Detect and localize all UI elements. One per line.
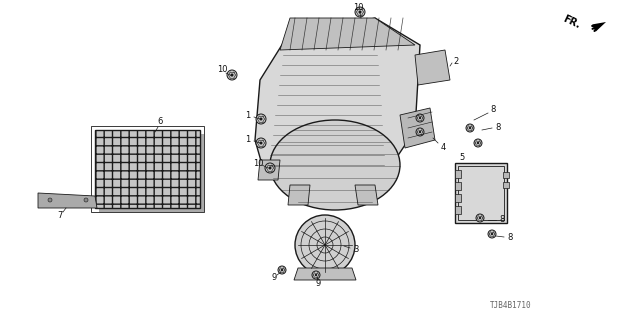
Circle shape bbox=[295, 215, 355, 275]
Text: FR.: FR. bbox=[561, 14, 582, 30]
Circle shape bbox=[477, 142, 479, 144]
Bar bbox=[99, 134, 204, 212]
Circle shape bbox=[468, 127, 471, 129]
Bar bbox=[503, 182, 509, 188]
Bar bbox=[455, 194, 461, 202]
Text: 8: 8 bbox=[508, 234, 513, 243]
Polygon shape bbox=[592, 22, 606, 32]
Bar bbox=[455, 206, 461, 214]
Bar bbox=[455, 170, 461, 178]
Text: 10: 10 bbox=[217, 66, 227, 75]
Circle shape bbox=[230, 74, 234, 76]
Circle shape bbox=[466, 124, 474, 132]
Circle shape bbox=[416, 114, 424, 122]
Polygon shape bbox=[400, 108, 435, 148]
Circle shape bbox=[419, 131, 421, 133]
Circle shape bbox=[488, 230, 496, 238]
Bar bbox=[455, 182, 461, 190]
Text: 2: 2 bbox=[453, 58, 459, 67]
Text: 1: 1 bbox=[245, 134, 251, 143]
Polygon shape bbox=[280, 18, 415, 50]
Polygon shape bbox=[415, 50, 450, 85]
Polygon shape bbox=[38, 193, 97, 208]
Bar bbox=[458, 166, 504, 220]
Circle shape bbox=[476, 214, 484, 222]
Circle shape bbox=[419, 117, 421, 119]
Text: 9: 9 bbox=[271, 274, 276, 283]
Bar bbox=[91, 126, 204, 212]
Bar bbox=[95, 130, 200, 208]
Text: 10: 10 bbox=[253, 158, 263, 167]
Circle shape bbox=[256, 138, 266, 148]
Text: 8: 8 bbox=[499, 215, 505, 225]
Circle shape bbox=[416, 128, 424, 136]
Polygon shape bbox=[294, 268, 356, 280]
Circle shape bbox=[265, 163, 275, 173]
Circle shape bbox=[84, 198, 88, 202]
Circle shape bbox=[281, 269, 283, 271]
Circle shape bbox=[358, 11, 362, 13]
Circle shape bbox=[269, 166, 271, 170]
Circle shape bbox=[259, 117, 262, 121]
Circle shape bbox=[256, 114, 266, 124]
Circle shape bbox=[491, 233, 493, 235]
Polygon shape bbox=[255, 18, 420, 195]
Text: 10: 10 bbox=[353, 4, 364, 12]
Bar bbox=[455, 163, 507, 223]
Circle shape bbox=[479, 217, 481, 219]
Text: 6: 6 bbox=[157, 117, 163, 126]
Ellipse shape bbox=[270, 120, 400, 210]
Circle shape bbox=[48, 198, 52, 202]
Polygon shape bbox=[288, 185, 310, 205]
Text: 1: 1 bbox=[245, 110, 251, 119]
Text: 8: 8 bbox=[490, 106, 496, 115]
Circle shape bbox=[315, 274, 317, 276]
Circle shape bbox=[312, 271, 320, 279]
Polygon shape bbox=[355, 185, 378, 205]
Text: 5: 5 bbox=[460, 154, 465, 163]
Text: 3: 3 bbox=[353, 245, 358, 254]
Circle shape bbox=[259, 141, 262, 145]
Text: 8: 8 bbox=[495, 123, 500, 132]
Text: TJB4B1710: TJB4B1710 bbox=[490, 300, 532, 309]
Text: 9: 9 bbox=[316, 278, 321, 287]
Circle shape bbox=[278, 266, 286, 274]
Circle shape bbox=[474, 139, 482, 147]
Circle shape bbox=[227, 70, 237, 80]
Text: 4: 4 bbox=[440, 143, 445, 153]
Text: 7: 7 bbox=[58, 212, 63, 220]
Bar bbox=[503, 172, 509, 178]
Circle shape bbox=[355, 7, 365, 17]
Polygon shape bbox=[258, 160, 280, 180]
